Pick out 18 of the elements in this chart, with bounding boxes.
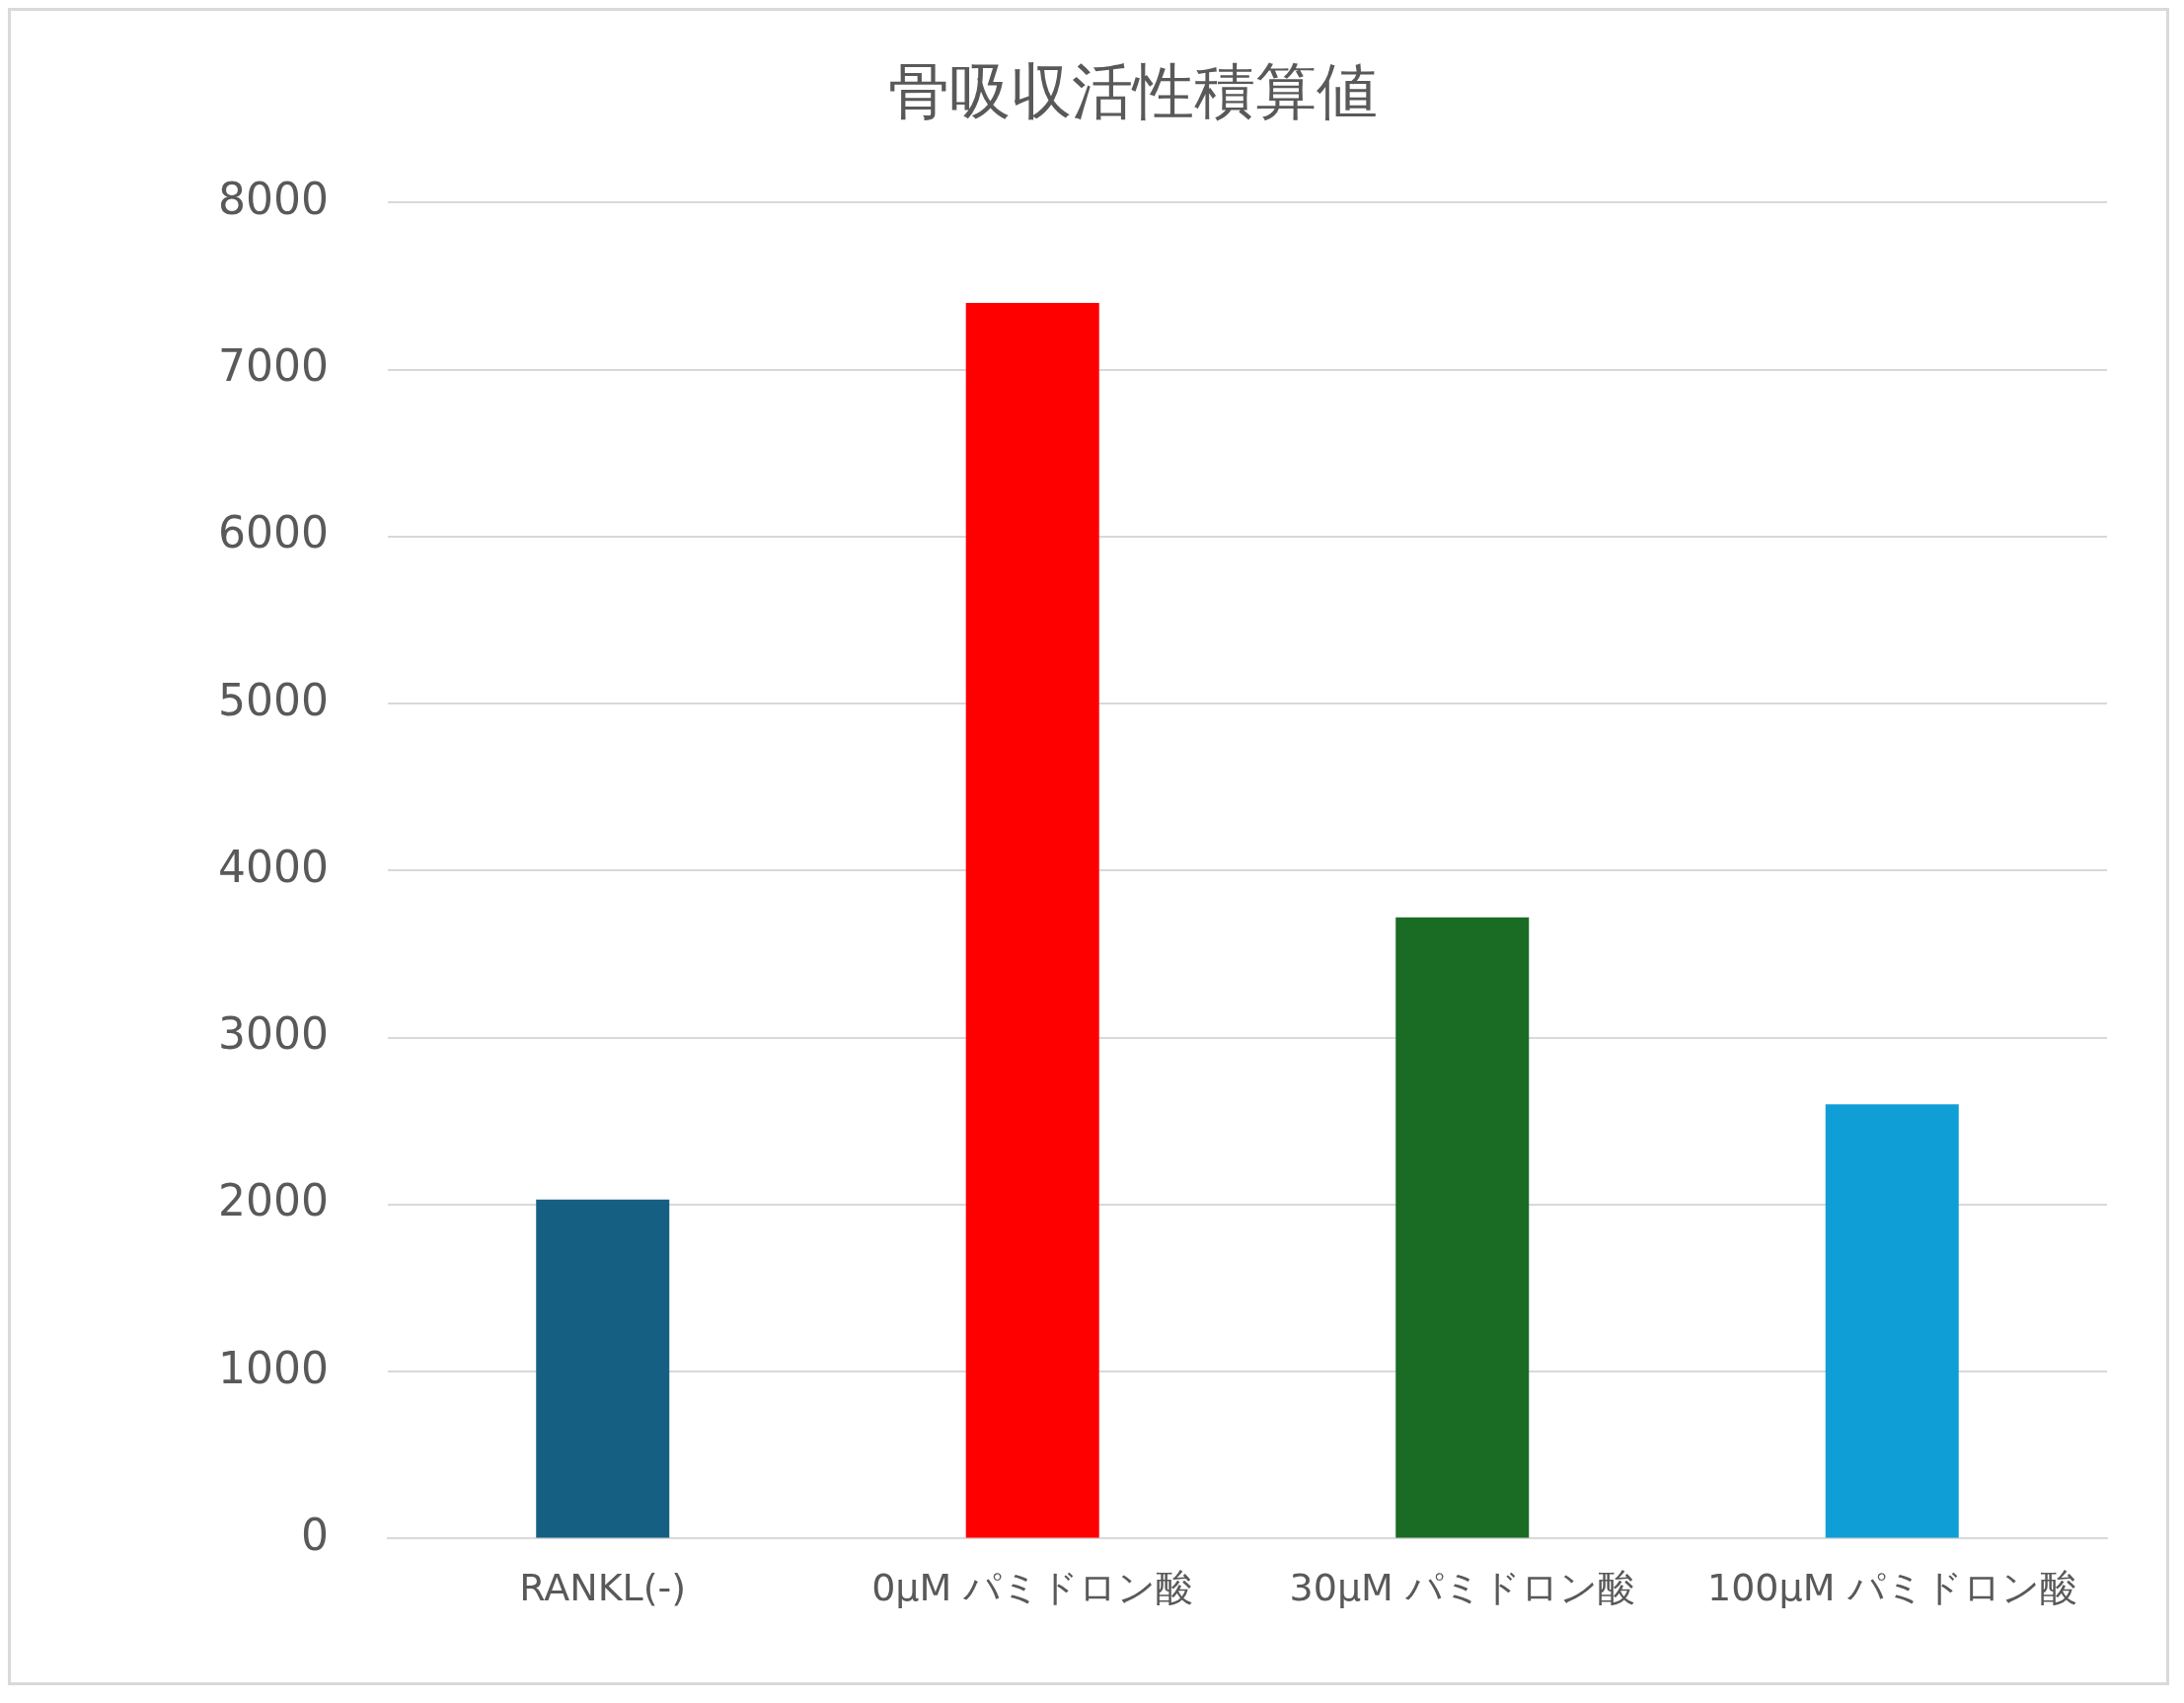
x-tick-label: 30μM パミドロン酸: [1289, 1566, 1635, 1610]
bar: [1825, 1104, 1959, 1538]
chart-title: 骨吸収活性積算値: [888, 55, 1378, 128]
y-tick-label: 2000: [217, 1175, 329, 1226]
bar: [536, 1199, 670, 1538]
y-tick-label: 4000: [217, 841, 329, 892]
y-tick-label: 3000: [217, 1008, 329, 1060]
x-tick-label: 100μM パミドロン酸: [1706, 1566, 2077, 1610]
y-tick-label: 0: [300, 1509, 329, 1560]
y-tick-label: 8000: [217, 173, 329, 224]
y-tick-label: 6000: [217, 507, 329, 558]
bar: [965, 302, 1099, 1538]
y-tick-label: 7000: [217, 340, 329, 392]
x-tick-label: 0μM パミドロン酸: [871, 1566, 1194, 1610]
bar: [1395, 917, 1530, 1538]
x-tick-label: RANKL(-): [519, 1566, 687, 1610]
y-tick-label: 5000: [217, 674, 329, 725]
y-tick-label: 1000: [217, 1342, 329, 1393]
